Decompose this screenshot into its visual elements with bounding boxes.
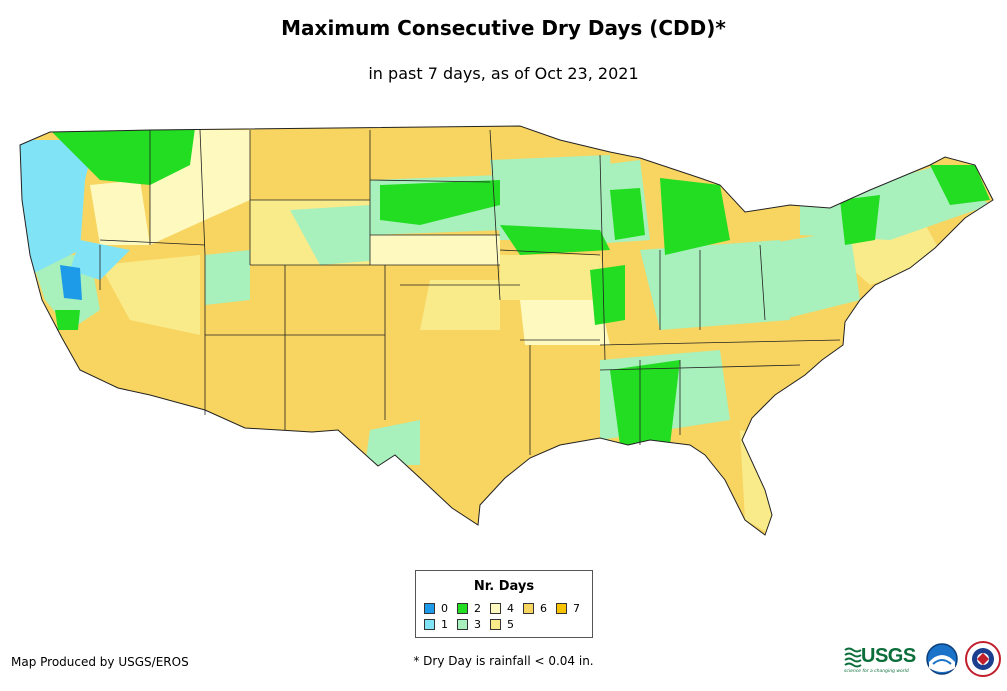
- legend-item-5: 5: [490, 618, 514, 631]
- legend-swatch: [490, 603, 501, 614]
- region-class-2-bay-area: [55, 310, 80, 330]
- region-class-2-iowa-minnesota: [500, 225, 610, 255]
- legend-swatch: [424, 603, 435, 614]
- region-class-3-ohio-valley: [640, 240, 790, 330]
- legend-swatch: [556, 603, 567, 614]
- noaa-logo-icon: [926, 643, 958, 675]
- region-class-3-utah: [205, 250, 250, 305]
- region-class-3-wyoming: [290, 205, 380, 265]
- usgs-wordmark: USGS: [861, 645, 916, 667]
- cdd-map: [19, 125, 994, 536]
- dry-day-footnote: * Dry Day is rainfall < 0.04 in.: [413, 654, 594, 668]
- map-credit: Map Produced by USGS/EROS: [11, 655, 189, 669]
- legend-label: 0: [441, 602, 448, 615]
- usgs-tagline: science for a changing world: [844, 669, 909, 674]
- agency-logos: USGS science for a changing world: [843, 640, 1003, 680]
- legend-item-2: 2: [457, 602, 481, 615]
- legend-swatch: [523, 603, 534, 614]
- legend-swatch: [457, 603, 468, 614]
- nws-logo-icon: [965, 641, 1001, 677]
- legend-item-7: 7: [556, 602, 580, 615]
- region-class-3-west-texas: [365, 420, 420, 465]
- region-class-2-illinois: [590, 265, 625, 325]
- legend-label: 1: [441, 618, 448, 631]
- legend-item-4: 4: [490, 602, 514, 615]
- region-class-5-kansas: [420, 280, 500, 330]
- region-class-0-central-valley: [60, 265, 82, 300]
- region-class-2-northern-rockies: [50, 128, 195, 185]
- legend-item-0: 0: [424, 602, 448, 615]
- state-boundaries: [99, 129, 841, 455]
- region-class-5-nevada: [100, 255, 200, 335]
- region-class-3-pennsylvania: [760, 230, 860, 320]
- legend: Nr. Days 0 1 2 3 4 5 6 7: [415, 570, 593, 638]
- region-class-5-iowa: [500, 255, 610, 300]
- region-class-2-dakotas: [380, 180, 500, 225]
- legend-label: 6: [540, 602, 547, 615]
- region-class-4-oregon: [90, 180, 150, 245]
- legend-label: 3: [474, 618, 481, 631]
- legend-label: 4: [507, 602, 514, 615]
- legend-swatch: [457, 619, 468, 630]
- region-class-2-mississippi-alabama: [610, 360, 680, 445]
- map-title: Maximum Consecutive Dry Days (CDD)*: [281, 16, 726, 40]
- legend-label: 2: [474, 602, 481, 615]
- legend-label: 7: [573, 602, 580, 615]
- region-class-2-new-york: [840, 195, 880, 245]
- legend-item-3: 3: [457, 618, 481, 631]
- legend-item-6: 6: [523, 602, 547, 615]
- region-class-2-wisconsin: [610, 188, 645, 240]
- map-subtitle: in past 7 days, as of Oct 23, 2021: [368, 64, 639, 83]
- usgs-logo-icon: [844, 647, 862, 668]
- region-class-5-florida: [740, 430, 775, 535]
- region-class-2-maine: [930, 165, 990, 205]
- legend-swatch: [490, 619, 501, 630]
- region-class-4-missouri: [520, 300, 610, 345]
- legend-title: Nr. Days: [473, 579, 535, 594]
- legend-swatch: [424, 619, 435, 630]
- region-class-2-michigan: [660, 178, 730, 255]
- legend-item-1: 1: [424, 618, 448, 631]
- region-class-4-nebraska: [370, 235, 500, 265]
- legend-label: 5: [507, 618, 514, 631]
- region-class-1-pacific-northwest: [20, 140, 95, 275]
